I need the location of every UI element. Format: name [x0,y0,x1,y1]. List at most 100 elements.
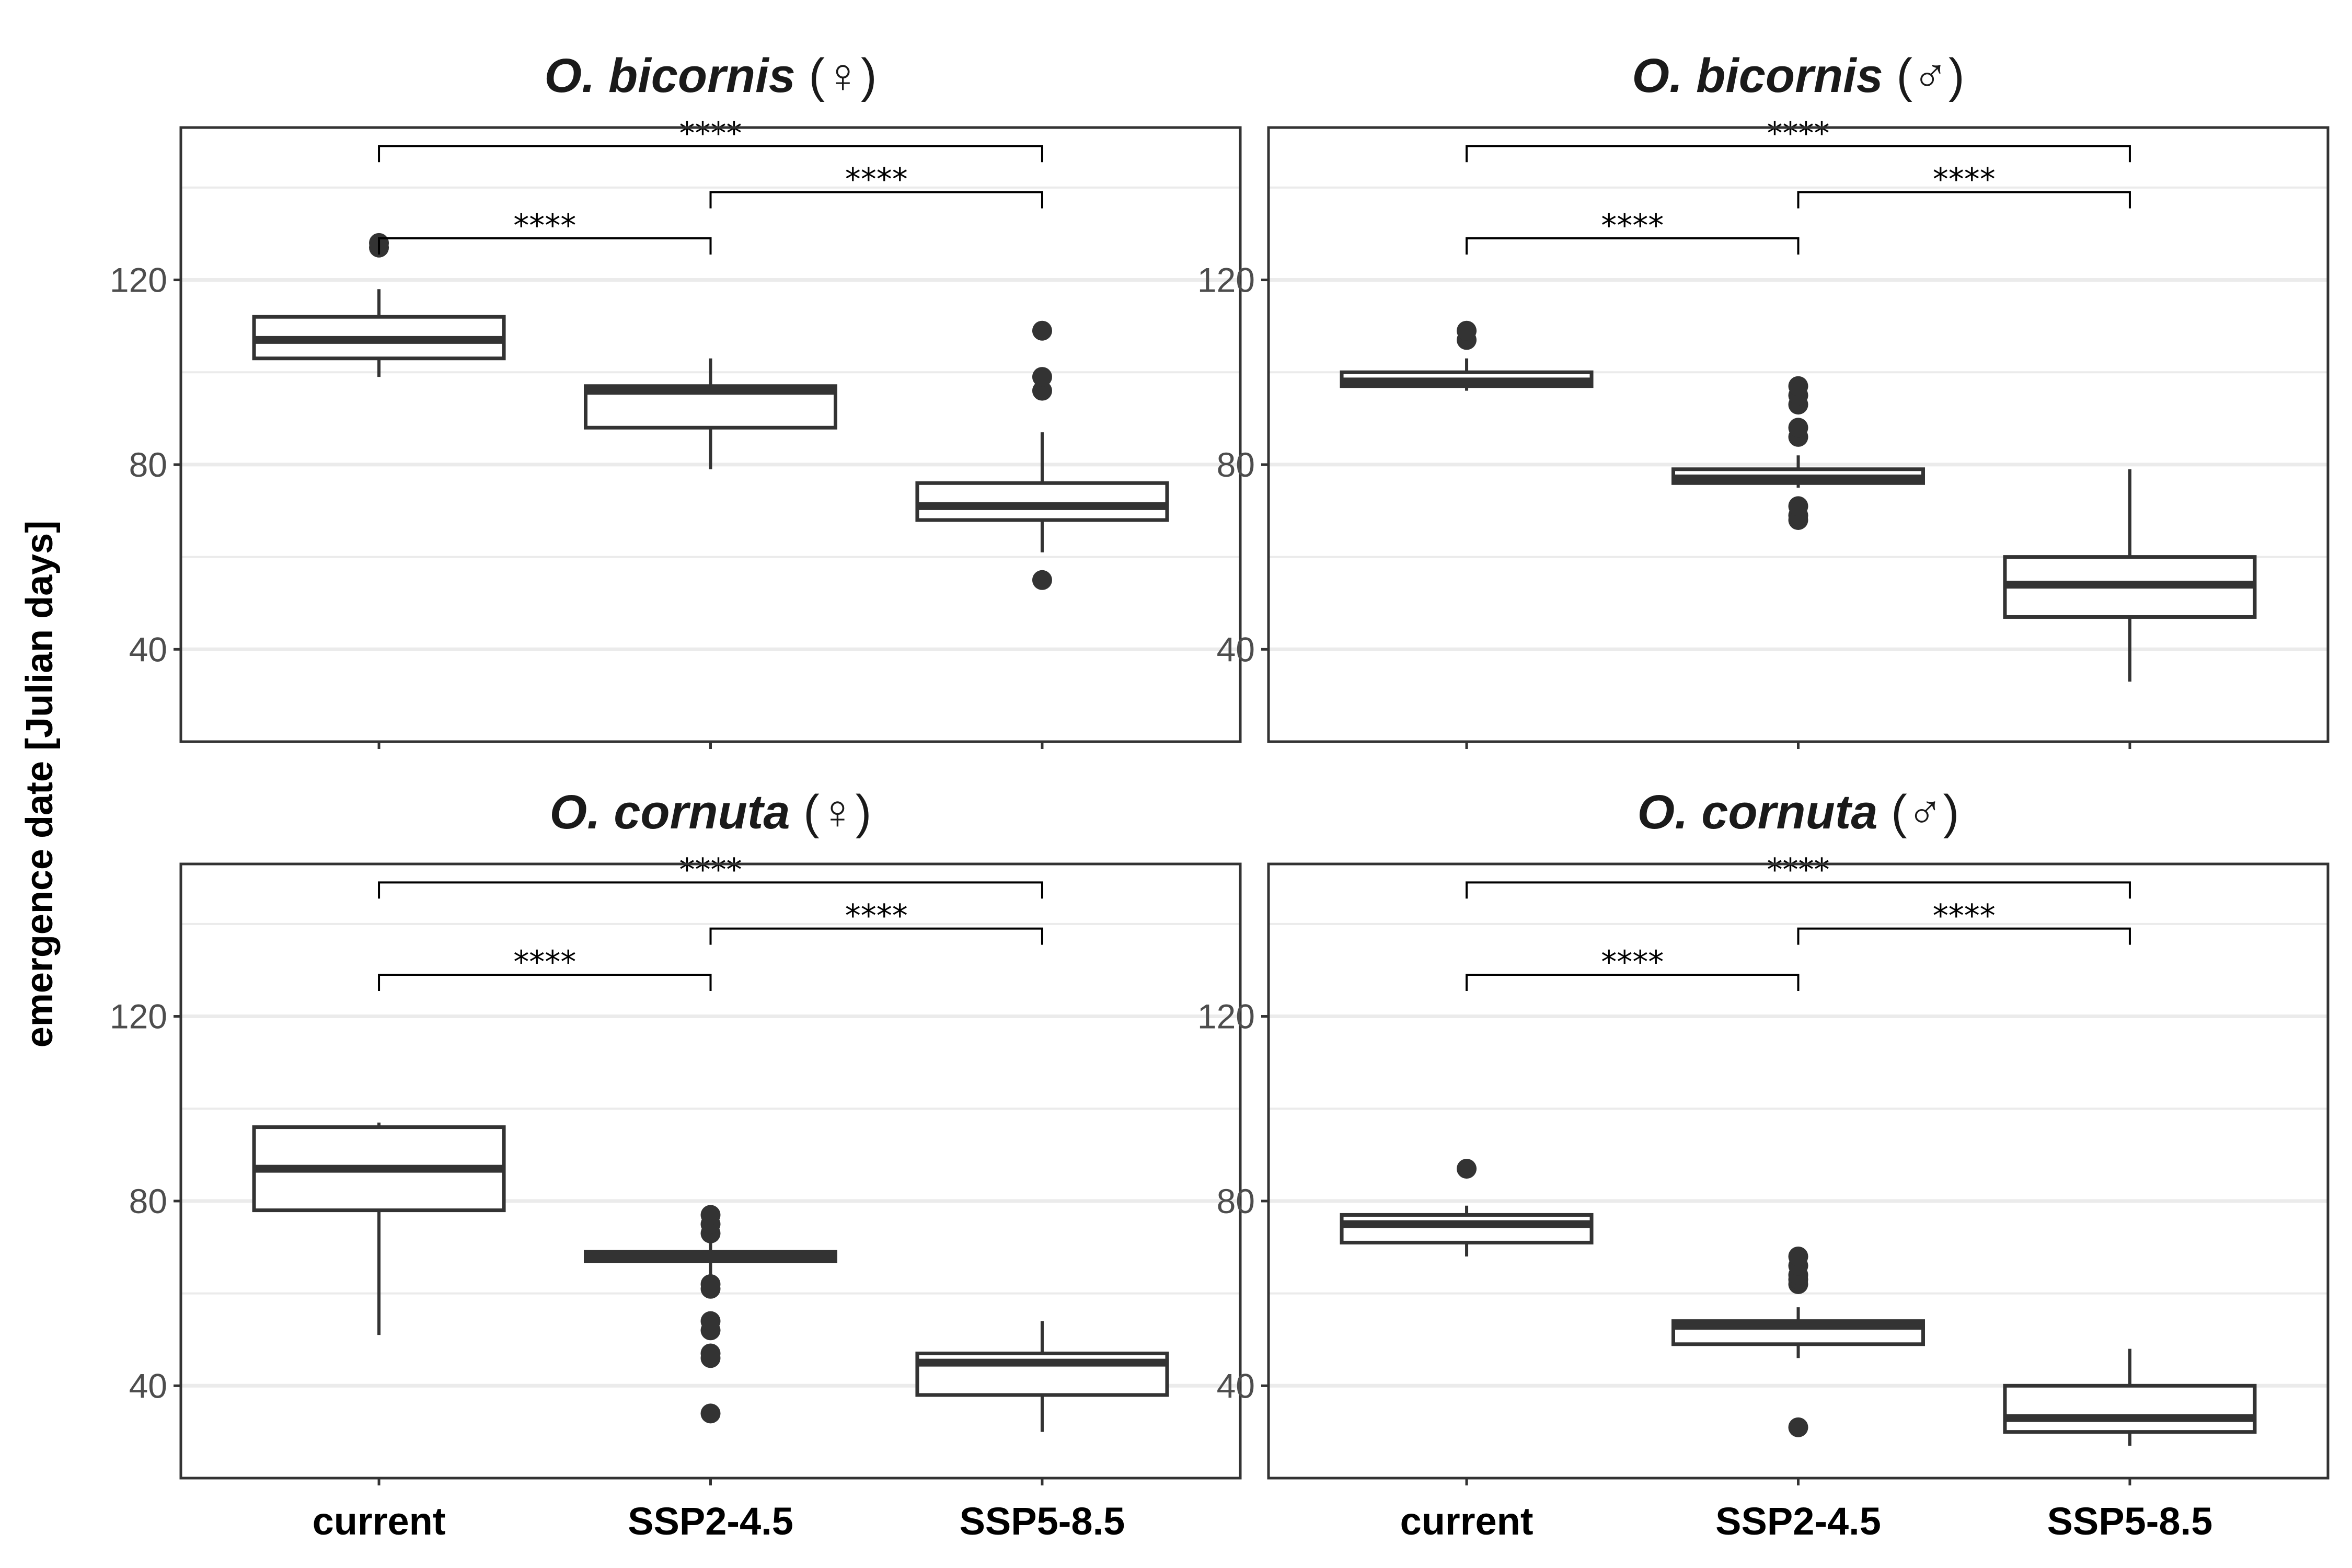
box-current [1340,1159,1594,1256]
outlier-point [700,1274,721,1294]
box-SSP5-8.5 [915,1321,1169,1432]
bracket-line [1797,191,2131,209]
outlier-point [700,1403,721,1424]
significance-label: **** [513,944,576,981]
box-SSP2-4.5 [1671,376,1925,530]
outlier-point [1788,496,1808,516]
x-tick-label-SSP5-8.5: SSP5-8.5 [960,1500,1125,1543]
sex-symbol: (♀) [803,786,871,839]
outlier-point [1788,376,1808,396]
outlier-point [1788,1246,1808,1266]
box-iqr [915,481,1169,522]
significance-label: **** [1933,162,1996,198]
y-tick-label: 120 [110,997,167,1036]
significance-label: **** [679,851,742,888]
x-tick-label-SSP2-4.5: SSP2-4.5 [628,1500,793,1543]
panel-ob-m: 40 80 120 **** **** **** O. bicornis (♂) [1197,49,2330,749]
bracket-line [1797,927,2131,945]
significance-bracket: **** [378,115,1043,163]
box-SSP2-4.5 [584,358,837,469]
y-tick-label: 80 [129,1182,167,1220]
bracket-line [709,927,1043,945]
significance-bracket: **** [1797,898,2131,945]
outlier-point [1032,381,1052,401]
significance-bracket: **** [1466,944,1800,991]
bracket-line [378,237,712,255]
y-tick-label: 80 [1217,1182,1255,1220]
box-SSP5-8.5 [915,320,1169,590]
bracket-line [1466,145,2131,163]
box-current [252,1122,506,1335]
sex-symbol: (♂) [1891,786,1959,839]
y-tick-label: 40 [1217,1366,1255,1405]
outlier-point [1788,1417,1808,1437]
significance-bracket: **** [709,162,1043,209]
species-name: O. cornuta [1638,786,1892,839]
significance-bracket: **** [1466,207,1800,255]
panel-title: O. cornuta (♂) [1638,786,1959,839]
panel-background [1269,864,2328,1478]
panel-frame [1267,126,2330,743]
panel-oc-f: 40 80 120 current SSP2-4.5 SSP5-8.5 **** **** **… [110,786,1242,1543]
x-tick-label-SSP5-8.5: SSP5-8.5 [2047,1500,2213,1543]
significance-bracket: **** [378,944,712,991]
species-name: O. bicornis [544,49,809,102]
significance-bracket: **** [709,898,1043,945]
significance-bracket: **** [378,207,712,255]
box-SSP2-4.5 [584,1205,837,1424]
species-name: O. cornuta [550,786,804,839]
significance-bracket: **** [1466,851,2131,899]
species-name: O. bicornis [1632,49,1896,102]
x-tick-label-current: current [1400,1500,1534,1543]
significance-label: **** [1601,207,1664,244]
box-SSP5-8.5 [2003,1348,2257,1446]
y-tick-label: 120 [1197,997,1255,1036]
outlier-point [700,1205,721,1225]
panel-title: O. bicornis (♀) [544,49,877,102]
y-tick-label: 40 [129,1366,167,1405]
bracket-line [709,191,1043,209]
significance-label: **** [1601,944,1664,981]
y-tick-label: 40 [1217,630,1255,668]
significance-bracket: **** [1466,115,2131,163]
y-axis-title: emergence date [Julian days] [19,521,61,1047]
bracket-line [1466,881,2131,899]
panel-frame [179,862,1242,1480]
significance-label: **** [679,115,742,152]
significance-label: **** [1767,851,1830,888]
y-tick-label: 40 [129,630,167,668]
panels-layer: 40 80 120 **** **** **** O. bicornis (♀) 40 80 12… [110,49,2330,1543]
bracket-line [1466,237,1800,255]
panel-title: O. bicornis (♂) [1632,49,1964,102]
panel-title: O. cornuta (♀) [550,786,872,839]
x-tick-label-SSP2-4.5: SSP2-4.5 [1715,1500,1881,1543]
significance-label: **** [845,898,908,935]
outlier-point [1032,570,1052,590]
box-current [252,233,506,377]
outlier-point [1032,367,1052,387]
panel-ob-f: 40 80 120 **** **** **** O. bicornis (♀) [110,49,1242,749]
significance-bracket: **** [1797,162,2131,209]
sex-symbol: (♀) [809,49,877,102]
outlier-point [1032,320,1052,341]
box-SSP2-4.5 [1671,1246,1925,1437]
box-iqr [1340,1213,1594,1244]
outlier-point [700,1343,721,1364]
significance-label: **** [1767,115,1830,152]
panel-frame [1267,862,2330,1480]
y-tick-label: 80 [1217,445,1255,484]
significance-label: **** [1933,898,1996,935]
box-iqr [2003,1383,2257,1434]
bracket-line [378,881,1043,899]
y-tick-label: 80 [129,445,167,484]
panel-frame [179,126,1242,743]
bracket-line [378,145,1043,163]
panel-oc-m: 40 80 120 current SSP2-4.5 SSP5-8.5 **** **** **… [1197,786,2330,1543]
bracket-line [1466,974,1800,991]
significance-label: **** [513,207,576,244]
box-current [1340,320,1594,391]
outlier-point [1788,418,1808,438]
y-tick-label: 120 [1197,261,1255,299]
significance-bracket: **** [378,851,1043,899]
outlier-point [700,1311,721,1331]
